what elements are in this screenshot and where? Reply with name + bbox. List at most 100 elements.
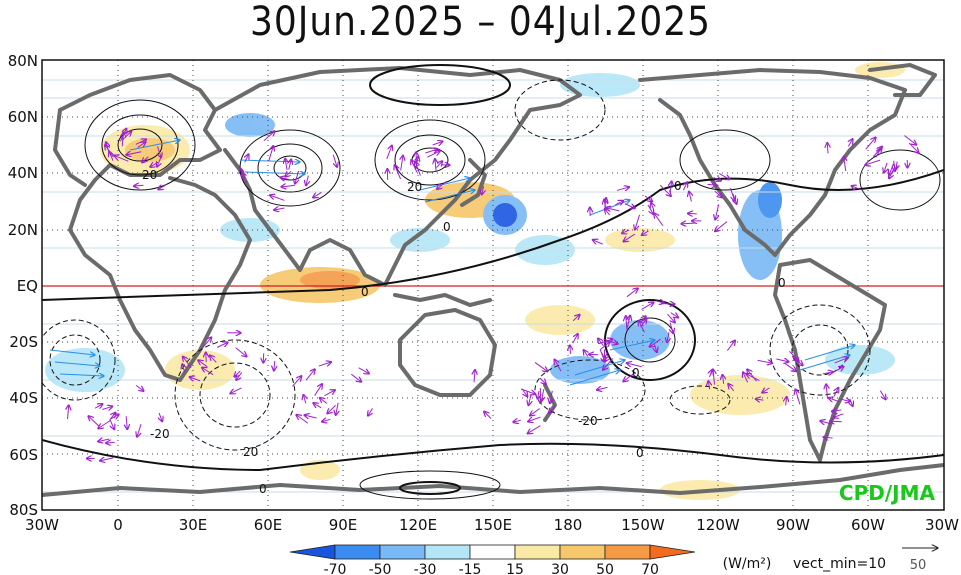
wind-vector [605,209,610,216]
wind-vector [324,390,335,397]
wind-vector [746,374,760,382]
lat-label: 60S [9,446,38,464]
contour-label: 0 [636,446,644,460]
wind-vector [904,135,916,145]
wind-vector [641,231,649,235]
wind-vector [834,387,838,397]
wind-vector [755,399,764,400]
wind-vector [713,369,714,385]
wind-vector [829,421,842,422]
wind-vector [100,458,114,461]
wind-vector [94,404,103,408]
colorbar: -70 -50 -30 -15 15 30 50 70 [289,544,696,575]
wind-vector [623,233,636,242]
wind-vector [121,131,132,141]
wind-vector [142,156,149,163]
lon-label: 30E [179,516,208,534]
wind-vector [427,151,440,158]
wind-vector [603,358,614,370]
lon-label: 120E [399,516,437,534]
wind-vector [649,338,661,347]
wind-vector [865,159,881,165]
wind-vector [437,180,447,189]
wind-vector [894,160,896,171]
wind-vector [592,240,603,244]
wind-vector [435,159,436,172]
contour-label: -20 [150,427,170,441]
wind-vector [537,390,539,399]
wind-vector [715,204,719,219]
wind-vector [235,347,247,357]
lon-label: 120W [696,516,740,534]
colorbar-segment [424,544,471,560]
wind-vector [401,155,403,171]
wind-vector [425,149,438,154]
wind-vector [848,139,852,147]
contour-label: 0 [632,366,640,380]
lon-axis: 30W 0 30E 60E 90E 120E 150E 180 150W 120… [25,516,959,534]
map-frame [41,59,945,511]
wind-vector [135,139,147,145]
wind-vector [550,390,553,404]
wind-vector [110,419,114,430]
wind-vector [572,315,580,322]
wind-vector [534,362,548,371]
wind-vector [616,187,630,191]
lat-label: 20S [9,333,38,351]
wind-vector [844,156,846,172]
lat-axis: 80N 60N 40N 20N EQ 20S 40S 60S 80S [8,52,38,519]
vectors [68,128,919,461]
lat-label: 80S [9,501,38,519]
wind-vector [268,146,274,162]
wind-vector [683,182,687,191]
lat-label: 40S [9,389,38,407]
colorbar-segment [379,544,426,560]
chart-title: 30Jun.2025 – 04Jul.2025 [249,0,712,45]
wind-vector [654,213,664,226]
wind-vector [432,141,443,145]
wind-vector [274,360,275,371]
wind-vector [670,322,673,334]
wind-vector [482,186,484,194]
wind-vector [728,384,735,392]
wind-vector [280,177,289,179]
wind-vector [527,425,541,434]
wind-vector [833,414,844,418]
wind-vector [708,381,709,390]
wind-vector [159,412,162,422]
wind-vector [313,192,322,197]
wind-vector [137,423,142,437]
wind-vector [474,370,475,383]
wind-vector [667,332,669,342]
wind-vector [823,437,833,438]
lon-label: 150W [621,516,665,534]
wind-vector [528,416,541,422]
wind-vector [351,373,361,382]
wind-vector [198,360,208,368]
wind-vector [114,155,129,162]
wind-vector [541,388,544,401]
wind-vector [884,162,887,173]
colorbar-segment [289,544,336,560]
colorbar-tick-label: 15 [506,562,524,575]
wind-vector [626,288,638,298]
wind-vector [583,350,587,357]
lon-label: 60E [254,516,283,534]
wind-vector [216,342,228,348]
colorbar-tick-label: -70 [324,562,347,575]
wind-vector [659,184,671,196]
wind-vector [358,367,369,374]
wind-vector [627,315,630,330]
wind-vector [289,159,292,170]
wind-vector [484,411,492,419]
wind-vector [786,397,787,406]
colorbar-tick-label: 30 [551,562,569,575]
colorbar-segment [469,544,516,560]
wind-vector [230,387,242,394]
wind-vector [88,416,100,427]
wind-vector [134,185,144,186]
wind-vector [394,165,401,180]
wind-vector [605,198,606,208]
wind-vector [305,369,315,381]
